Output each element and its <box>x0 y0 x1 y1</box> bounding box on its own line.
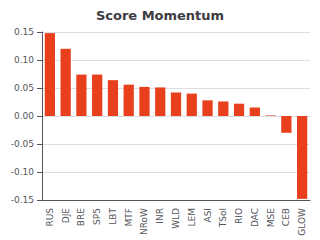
svg-text:GLOW: GLOW <box>297 208 307 236</box>
svg-text:0.00: 0.00 <box>14 111 34 121</box>
svg-text:0.05: 0.05 <box>14 83 34 93</box>
svg-text:LEM: LEM <box>187 208 197 226</box>
svg-text:RIO: RIO <box>234 208 244 224</box>
svg-text:INR: INR <box>155 208 165 224</box>
svg-text:TSol: TSol <box>218 208 228 228</box>
svg-text:0.15: 0.15 <box>14 27 34 37</box>
svg-text:-0.05: -0.05 <box>11 139 34 149</box>
svg-text:-0.10: -0.10 <box>11 167 35 177</box>
svg-text:0.10: 0.10 <box>14 55 34 65</box>
svg-text:MTF: MTF <box>124 208 134 226</box>
svg-text:WLD: WLD <box>171 208 181 229</box>
svg-text:RUS: RUS <box>45 208 55 227</box>
svg-text:SP5: SP5 <box>92 208 102 225</box>
svg-text:DJE: DJE <box>61 208 71 224</box>
svg-text:NRoW: NRoW <box>139 208 149 235</box>
svg-text:Score Momentum: Score Momentum <box>96 8 224 23</box>
svg-text:DAC: DAC <box>250 208 260 227</box>
svg-text:MSE: MSE <box>266 208 276 227</box>
svg-text:CEB: CEB <box>281 208 291 226</box>
svg-text:LBT: LBT <box>108 207 118 224</box>
svg-text:-0.15: -0.15 <box>11 195 34 205</box>
svg-text:BRE: BRE <box>76 208 86 226</box>
svg-text:ASI: ASI <box>203 208 213 223</box>
